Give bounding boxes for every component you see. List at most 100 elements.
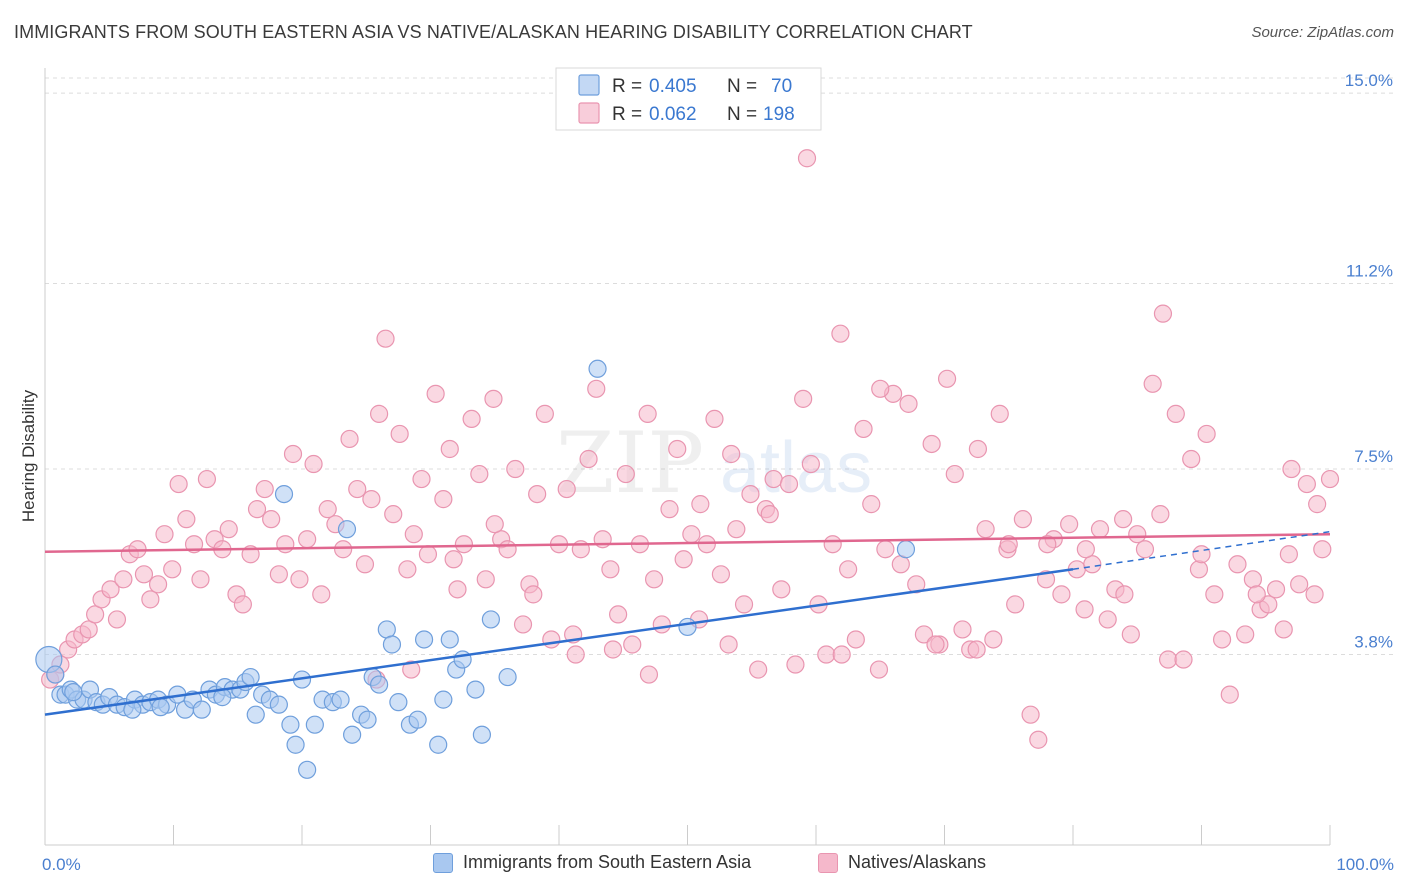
native-point [498, 540, 517, 559]
y-tick-label: 15.0% [1345, 71, 1393, 90]
native-point [255, 479, 274, 499]
immigrant-point [440, 630, 459, 649]
immigrant-point [281, 715, 300, 734]
native-point [148, 575, 168, 594]
native-point [79, 620, 98, 639]
native-point [376, 329, 395, 348]
native-point [169, 474, 188, 494]
native-point [1075, 600, 1094, 619]
native-point [163, 560, 182, 579]
native-point [1166, 404, 1185, 423]
native-point [434, 490, 453, 509]
native-point [794, 389, 813, 408]
native-point [749, 660, 768, 679]
immigrant-point [466, 680, 485, 699]
chart-source: Source: ZipAtlas.com [1251, 24, 1394, 41]
native-point [1192, 545, 1211, 564]
native-point [362, 490, 381, 509]
native-point [1029, 730, 1048, 749]
native-point [639, 665, 659, 684]
native-point [101, 580, 120, 599]
y-tick-label: 11.2% [1346, 262, 1393, 281]
x-tick-label-max: 100.0% [1336, 855, 1394, 874]
native-point [298, 530, 317, 549]
chart-title: IMMIGRANTS FROM SOUTH EASTERN ASIA VS NA… [14, 22, 973, 42]
immigrant-point [498, 667, 517, 687]
native-point [587, 379, 606, 398]
immigrant-point [151, 698, 170, 717]
native-point [823, 535, 842, 554]
bottom-legend-immigrants: Immigrants from South Eastern Asia [433, 852, 751, 873]
native-point [674, 550, 693, 569]
native-point [722, 444, 741, 464]
native-point [557, 479, 576, 499]
native-point [772, 580, 791, 599]
native-point [1143, 374, 1162, 393]
legend-n-value-1: 70 [771, 76, 792, 97]
native-point [355, 555, 375, 574]
native-point [797, 149, 817, 168]
native-point [891, 555, 910, 574]
legend-n-label-2: N = [727, 104, 757, 125]
native-point [542, 630, 561, 649]
native-point [601, 560, 620, 579]
native-point [926, 635, 945, 654]
native-point [1290, 575, 1309, 594]
native-point [348, 479, 367, 499]
native-point [484, 389, 503, 408]
native-point [1279, 545, 1298, 564]
bottom-legend-swatch-blue [433, 852, 453, 873]
native-point [1247, 585, 1266, 604]
native-point [390, 424, 409, 444]
legend: R = 0.405 N = 70 R = 0.062 N = 198 [555, 67, 822, 131]
bottom-legend: Immigrants from South Eastern Asia Nativ… [0, 852, 1406, 878]
native-point [476, 570, 495, 589]
immigrant-point [377, 620, 396, 639]
native-point [1266, 580, 1286, 599]
native-point [1243, 570, 1263, 589]
native-point [1197, 424, 1216, 444]
native-point [506, 459, 525, 479]
native-point [1038, 535, 1057, 554]
native-point [1174, 650, 1193, 669]
native-point [953, 620, 972, 639]
native-point [404, 525, 423, 544]
native-point [1115, 585, 1134, 604]
legend-n-value-2: 198 [763, 104, 795, 125]
native-point [384, 505, 403, 524]
immigrant-point [274, 484, 294, 504]
native-point [1060, 515, 1079, 534]
native-point [1052, 585, 1071, 604]
immigrant-point [678, 617, 697, 637]
legend-r-label-1: R = [612, 76, 642, 97]
native-point [907, 575, 926, 594]
native-point [485, 515, 504, 534]
native-point [801, 454, 820, 474]
immigrant-point [241, 667, 260, 687]
native-point [764, 469, 783, 489]
legend-swatch-pink [578, 102, 600, 124]
native-point [638, 404, 657, 423]
native-point [1259, 595, 1278, 614]
native-point [219, 520, 238, 539]
native-point [734, 595, 754, 614]
native-point [107, 610, 127, 629]
native-point [426, 384, 445, 403]
legend-n-label-1: N = [727, 76, 757, 97]
native-point [1153, 304, 1173, 323]
native-point [454, 535, 474, 554]
native-point [448, 580, 467, 599]
immigrant-point [429, 735, 448, 754]
native-point [719, 635, 738, 654]
native-point [660, 500, 679, 519]
native-point [1135, 540, 1155, 559]
immigrant-point [64, 683, 83, 702]
native-point [1189, 560, 1209, 579]
bottom-legend-label-natives: Natives/Alaskans [848, 852, 987, 872]
native-point [1083, 555, 1102, 574]
native-point [1151, 505, 1170, 524]
immigrant-point [896, 540, 916, 559]
bottom-legend-swatch-pink [818, 852, 838, 873]
native-point [922, 434, 941, 454]
